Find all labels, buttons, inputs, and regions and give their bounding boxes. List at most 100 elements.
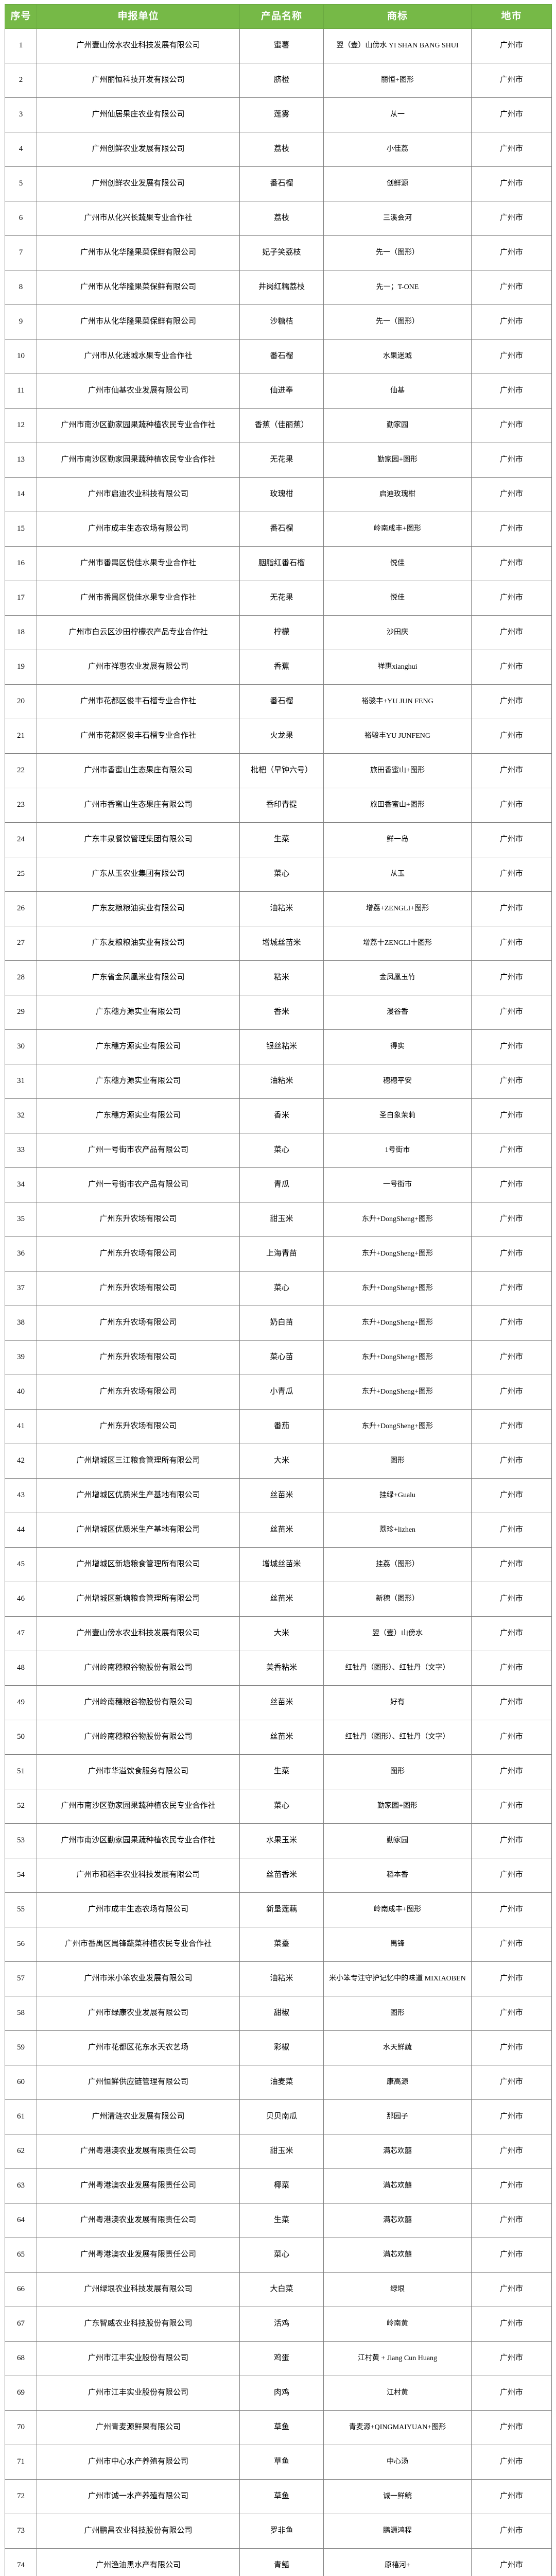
- cell-product: 美香粘米: [239, 1651, 324, 1686]
- cell-city: 广州市: [471, 2272, 552, 2307]
- cell-unit: 广州市米小笨农业发展有限公司: [37, 1961, 240, 1996]
- cell-city: 广州市: [471, 477, 552, 512]
- cell-unit: 广州市成丰生态农场有限公司: [37, 1892, 240, 1927]
- cell-index: 13: [5, 443, 37, 478]
- cell-index: 48: [5, 1651, 37, 1686]
- cell-product: 上海青苗: [239, 1236, 324, 1272]
- cell-city: 广州市: [471, 1961, 552, 1996]
- table-row: 3 广州仙居果庄农业有限公司 莲雾 从一 广州市: [5, 97, 552, 132]
- cell-brand: 先一（图形）: [323, 235, 472, 270]
- cell-city: 广州市: [471, 1927, 552, 1962]
- cell-index: 25: [5, 857, 37, 892]
- cell-city: 广州市: [471, 408, 552, 443]
- cell-city: 广州市: [471, 2030, 552, 2065]
- cell-unit: 广州市从化华隆果菜保鲜有限公司: [37, 270, 240, 305]
- cell-unit: 广州市成丰生态农场有限公司: [37, 512, 240, 547]
- cell-brand: 东升+DongSheng+图形: [323, 1236, 472, 1272]
- cell-unit: 广州市绿康农业发展有限公司: [37, 1996, 240, 2031]
- cell-index: 23: [5, 788, 37, 823]
- cell-brand: 诚一鲜鲩: [323, 2479, 472, 2514]
- cell-city: 广州市: [471, 132, 552, 167]
- cell-index: 55: [5, 1892, 37, 1927]
- table-row: 12 广州市南沙区勤家园果蔬种植农民专业合作社 香蕉（佳丽蕉） 勤家园 广州市: [5, 408, 552, 443]
- cell-city: 广州市: [471, 2238, 552, 2273]
- cell-brand: 满芯欢囍: [323, 2134, 472, 2169]
- cell-unit: 广州市华溢饮食服务有限公司: [37, 1754, 240, 1789]
- table-row: 31 广东穗方源实业有限公司 油粘米 穗穗平安 广州市: [5, 1064, 552, 1099]
- table-row: 68 广州市江丰实业股份有限公司 鸡蛋 江村黄 + Jiang Cun Huang 广州…: [5, 2341, 552, 2376]
- cell-city: 广州市: [471, 1478, 552, 1513]
- cell-brand: 旅田香蜜山+图形: [323, 788, 472, 823]
- cell-index: 74: [5, 2548, 37, 2576]
- cell-city: 广州市: [471, 960, 552, 995]
- cell-city: 广州市: [471, 615, 552, 650]
- table-row: 8 广州市从化华隆果菜保鲜有限公司 井岗红糯荔枝 先一；T-ONE 广州市: [5, 270, 552, 305]
- cell-product: 小青瓜: [239, 1375, 324, 1410]
- cell-brand: 东升+DongSheng+图形: [323, 1340, 472, 1375]
- cell-brand: 那园子: [323, 2099, 472, 2134]
- cell-city: 广州市: [471, 235, 552, 270]
- table-row: 24 广东丰泉餐饮管理集团有限公司 生菜 鲜一岛 广州市: [5, 822, 552, 857]
- cell-index: 10: [5, 339, 37, 374]
- cell-index: 1: [5, 28, 37, 63]
- table-row: 44 广州增城区优质米生产基地有限公司 丝苗米 荔珍+lizhen 广州市: [5, 1513, 552, 1548]
- cell-index: 49: [5, 1685, 37, 1720]
- table-row: 61 广州清涟农业发展有限公司 贝贝南瓜 那园子 广州市: [5, 2099, 552, 2134]
- table-row: 23 广州市香蜜山生态果庄有限公司 香印青提 旅田香蜜山+图形 广州市: [5, 788, 552, 823]
- cell-index: 38: [5, 1306, 37, 1341]
- table-row: 13 广州市南沙区勤家园果蔬种植农民专业合作社 无花果 勤家园+图形 广州市: [5, 443, 552, 478]
- cell-product: 莲雾: [239, 97, 324, 132]
- cell-unit: 广州粤港澳农业发展有限责任公司: [37, 2203, 240, 2238]
- cell-brand: 先一（图形）: [323, 304, 472, 340]
- cell-unit: 广州岭南穗粮谷物股份有限公司: [37, 1651, 240, 1686]
- cell-brand: 旅田香蜜山+图形: [323, 753, 472, 788]
- cell-unit: 广州市江丰实业股份有限公司: [37, 2341, 240, 2376]
- cell-index: 69: [5, 2376, 37, 2411]
- cell-product: 丝苗米: [239, 1582, 324, 1617]
- cell-city: 广州市: [471, 1375, 552, 1410]
- cell-unit: 广州市中心水产养殖有限公司: [37, 2445, 240, 2480]
- column-header-index: 序号: [5, 4, 37, 29]
- cell-city: 广州市: [471, 1789, 552, 1824]
- cell-index: 46: [5, 1582, 37, 1617]
- cell-city: 广州市: [471, 1651, 552, 1686]
- table-body: 1 广州壹山傍水农业科技发展有限公司 蜜薯 翌（壹）山傍水 YI SHAN BANG …: [5, 28, 552, 2576]
- cell-unit: 广东从玉农业集团有限公司: [37, 857, 240, 892]
- cell-unit: 广州岭南穗粮谷物股份有限公司: [37, 1685, 240, 1720]
- cell-index: 51: [5, 1754, 37, 1789]
- cell-index: 67: [5, 2307, 37, 2342]
- cell-brand: 好有: [323, 1685, 472, 1720]
- cell-index: 7: [5, 235, 37, 270]
- cell-brand: 东升+DongSheng+图形: [323, 1409, 472, 1444]
- table-row: 62 广州粤港澳农业发展有限责任公司 甜玉米 满芯欢囍 广州市: [5, 2134, 552, 2169]
- cell-index: 30: [5, 1029, 37, 1064]
- table-row: 29 广东穗方源实业有限公司 香米 漫谷香 广州市: [5, 995, 552, 1030]
- cell-brand: 勤家园+图形: [323, 1789, 472, 1824]
- cell-unit: 广州增城区优质米生产基地有限公司: [37, 1513, 240, 1548]
- cell-index: 31: [5, 1064, 37, 1099]
- cell-product: 井岗红糯荔枝: [239, 270, 324, 305]
- table-row: 52 广州市南沙区勤家园果蔬种植农民专业合作社 菜心 勤家园+图形 广州市: [5, 1789, 552, 1824]
- cell-index: 15: [5, 512, 37, 547]
- cell-city: 广州市: [471, 270, 552, 305]
- cell-city: 广州市: [471, 1133, 552, 1168]
- table-row: 19 广州市祥惠农业发展有限公司 香蕉 祥惠xianghui 广州市: [5, 650, 552, 685]
- cell-product: 番石榴: [239, 512, 324, 547]
- cell-city: 广州市: [471, 2134, 552, 2169]
- cell-index: 12: [5, 408, 37, 443]
- cell-product: 油粘米: [239, 891, 324, 926]
- cell-brand: 图形: [323, 1444, 472, 1479]
- cell-brand: 江村黄: [323, 2376, 472, 2411]
- cell-city: 广州市: [471, 339, 552, 374]
- cell-product: 无花果: [239, 443, 324, 478]
- cell-unit: 广州市白云区沙田柠檬农产品专业合作社: [37, 615, 240, 650]
- cell-index: 4: [5, 132, 37, 167]
- cell-product: 丝苗香米: [239, 1858, 324, 1893]
- cell-brand: 绿垠: [323, 2272, 472, 2307]
- cell-unit: 广州市花都区俊丰石榴专业合作社: [37, 719, 240, 754]
- cell-product: 青瓜: [239, 1167, 324, 1202]
- table-row: 15 广州市成丰生态农场有限公司 番石榴 岭南成丰+图形 广州市: [5, 512, 552, 547]
- cell-city: 广州市: [471, 1064, 552, 1099]
- table-row: 35 广州东升农场有限公司 甜玉米 东升+DongSheng+图形 广州市: [5, 1202, 552, 1237]
- cell-unit: 广州鹏昌农业科技股份有限公司: [37, 2514, 240, 2549]
